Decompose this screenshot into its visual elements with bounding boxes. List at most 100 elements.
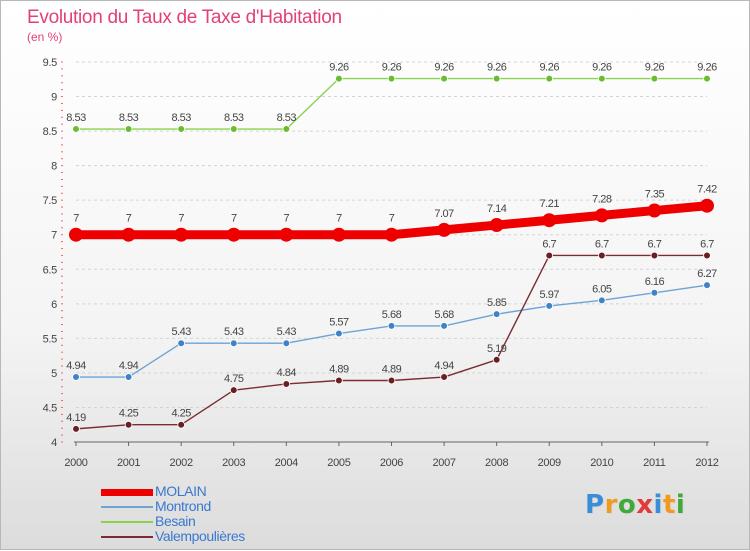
data-label-besain: 8.53 <box>277 112 297 124</box>
data-point-valempouli-res <box>387 376 396 385</box>
data-point-valempouli-res <box>124 420 133 429</box>
data-point-molain <box>174 227 189 242</box>
data-label-montrond: 5.43 <box>277 326 297 338</box>
legend-swatch-besain <box>101 521 153 523</box>
data-point-molain <box>121 227 136 242</box>
data-point-besain <box>440 74 448 83</box>
x-tick-label: 2006 <box>380 457 403 469</box>
x-tick-label: 2002 <box>170 457 193 469</box>
y-tick-label: 7.5 <box>43 195 58 207</box>
data-point-molain <box>226 227 241 242</box>
series-line-valempouli-res <box>75 254 708 430</box>
y-tick-label: 5.5 <box>43 333 58 345</box>
data-label-valempouli-res: 6.7 <box>542 238 556 250</box>
data-point-montrond <box>703 281 711 289</box>
data-label-besain: 9.26 <box>329 62 349 74</box>
y-tick-label: 7 <box>51 230 57 242</box>
data-label-molain: 7 <box>231 213 237 225</box>
data-point-valempouli-res <box>229 386 238 394</box>
data-label-valempouli-res: 4.89 <box>329 364 349 376</box>
data-label-valempouli-res: 4.25 <box>119 408 139 420</box>
x-tick-label: 2003 <box>222 457 245 469</box>
data-point-valempouli-res <box>492 355 501 364</box>
data-point-montrond <box>72 373 80 381</box>
data-label-valempouli-res: 4.19 <box>66 412 86 424</box>
y-tick-label: 6 <box>51 299 57 311</box>
data-label-montrond: 4.94 <box>66 360 86 372</box>
legend-label-valempoulieres: Valempoulières <box>155 528 245 544</box>
chart-title: Evolution du Taux de Taxe d'Habitation <box>27 7 342 28</box>
data-point-valempouli-res <box>598 251 606 260</box>
data-label-molain: 7.21 <box>540 198 560 210</box>
y-tick-label: 8.5 <box>43 126 58 138</box>
legend-item-molain: MOLAIN <box>101 483 341 500</box>
legend-swatch-valempoulieres <box>101 536 153 538</box>
data-point-valempouli-res <box>335 376 343 385</box>
data-label-montrond: 5.57 <box>329 317 349 329</box>
data-label-valempouli-res: 4.89 <box>382 364 402 376</box>
data-label-valempouli-res: 6.7 <box>700 238 714 250</box>
data-point-montrond <box>440 322 448 330</box>
x-tick-label: 2010 <box>590 457 613 469</box>
data-label-montrond: 5.68 <box>434 309 454 321</box>
data-point-besain <box>703 74 711 83</box>
x-tick-label: 2000 <box>64 457 87 469</box>
data-point-molain <box>594 208 609 223</box>
data-label-montrond: 6.05 <box>592 283 612 295</box>
data-label-molain: 7 <box>178 213 184 225</box>
data-label-besain: 9.26 <box>382 62 402 74</box>
data-label-besain: 9.26 <box>487 62 507 74</box>
logo-letter: i <box>675 490 686 520</box>
data-label-valempouli-res: 4.25 <box>171 408 191 420</box>
data-point-besain <box>177 125 185 133</box>
data-point-besain <box>545 74 554 83</box>
legend-item-valempoulieres: Valempoulières <box>101 528 341 545</box>
data-point-montrond <box>229 339 238 348</box>
data-point-montrond <box>492 310 501 318</box>
legend-label-molain: MOLAIN <box>155 483 207 499</box>
x-tick-label: 2008 <box>485 457 508 469</box>
data-point-montrond <box>598 296 606 305</box>
data-point-valempouli-res <box>282 380 291 388</box>
y-tick-label: 4.5 <box>43 402 58 414</box>
legend-item-montrond: Montrond <box>101 498 341 515</box>
data-label-montrond: 4.94 <box>119 360 139 372</box>
logo-letter: t <box>662 490 676 520</box>
data-point-montrond <box>282 339 291 348</box>
y-tick-label: 5 <box>51 368 57 380</box>
data-label-montrond: 6.16 <box>645 276 665 288</box>
logo-letter: P <box>585 490 605 520</box>
data-label-montrond: 6.27 <box>697 268 717 280</box>
legend-swatch-montrond <box>101 506 153 508</box>
logo-letter: o <box>617 490 637 520</box>
x-tick-label: 2007 <box>432 457 455 469</box>
data-label-montrond: 5.43 <box>171 326 191 338</box>
data-point-montrond <box>177 339 185 348</box>
logo-letter: x <box>636 490 654 520</box>
data-label-montrond: 5.85 <box>487 297 507 309</box>
proxiti-logo: Proxiti <box>585 490 685 520</box>
y-tick-label: 8 <box>51 161 57 173</box>
legend-item-besain: Besain <box>101 513 341 530</box>
data-point-molain <box>69 227 83 242</box>
y-tick-label: 9 <box>51 92 57 104</box>
data-point-valempouli-res <box>545 251 554 260</box>
data-label-molain: 7.07 <box>434 208 454 220</box>
legend-label-besain: Besain <box>155 513 196 529</box>
data-label-valempouli-res: 5.19 <box>487 343 507 355</box>
data-point-besain <box>124 125 133 133</box>
data-label-besain: 9.26 <box>592 62 612 74</box>
y-tick-label: 6.5 <box>43 264 58 276</box>
data-label-molain: 7 <box>336 213 342 225</box>
data-label-besain: 8.53 <box>119 112 139 124</box>
data-label-molain: 7.14 <box>487 203 507 215</box>
data-point-valempouli-res <box>72 425 80 433</box>
data-point-montrond <box>335 329 343 338</box>
data-label-molain: 7 <box>284 213 290 225</box>
data-label-molain: 7.42 <box>697 184 717 196</box>
x-tick-label: 2005 <box>327 457 350 469</box>
data-point-valempouli-res <box>440 373 448 381</box>
data-point-besain <box>650 74 659 83</box>
